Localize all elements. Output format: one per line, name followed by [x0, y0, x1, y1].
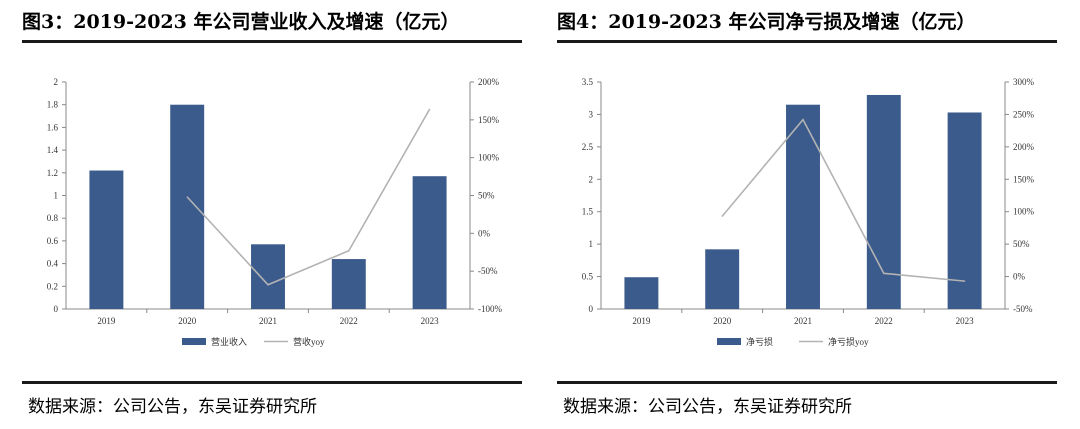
x-tick-label: 2023	[421, 316, 440, 326]
right-tick-label: 200%	[1013, 142, 1035, 152]
chart-panel-net-loss: 图4：2019-2023 年公司净亏损及增速（亿元） 0 0.5 1 1.5 2 2.5 3…	[557, 0, 1077, 429]
right-tick-label: 300%	[1013, 77, 1035, 87]
bar	[947, 112, 982, 310]
legend-bar-swatch	[182, 338, 206, 345]
figure-title: 图4：2019-2023 年公司净亏损及增速（亿元）	[557, 11, 976, 33]
right-tick-label: 0%	[478, 228, 491, 238]
right-tick-label: 50%	[1013, 239, 1030, 249]
x-tick-label: 2020	[178, 316, 197, 326]
title-rule	[557, 40, 1057, 43]
yoy-point	[721, 215, 723, 217]
left-tick-label: 1.8	[47, 100, 59, 110]
left-tick-label: 0.8	[47, 213, 59, 223]
bar	[89, 170, 124, 309]
yoy-point	[883, 272, 885, 274]
yoy-point	[964, 280, 966, 282]
bar	[786, 104, 820, 309]
yoy-point	[429, 108, 431, 110]
right-tick-label: -100%	[478, 304, 502, 314]
x-tick-label: 2019	[632, 316, 651, 326]
left-tick-label: 0.2	[47, 281, 58, 291]
right-tick-label: 150%	[478, 115, 500, 125]
x-tick-label: 2022	[340, 316, 358, 326]
left-tick-label: 0.4	[47, 259, 59, 269]
x-tick-label: 2023	[956, 316, 975, 326]
bar	[866, 94, 901, 309]
legend-bar-swatch	[717, 338, 741, 345]
legend-line-label: 净亏损yoy	[828, 336, 869, 347]
left-tick-label: 0.6	[47, 236, 59, 246]
left-tick-label: 1.4	[47, 145, 59, 155]
left-tick-label: 1	[54, 191, 59, 201]
right-tick-label: -50%	[478, 266, 498, 276]
title-rule	[22, 40, 522, 43]
left-tick-label: 1.2	[47, 168, 58, 178]
left-tick-label: 1.5	[582, 207, 594, 217]
figure-title: 图3：2019-2023 年公司营业收入及增速（亿元）	[22, 11, 460, 33]
bar	[170, 104, 205, 309]
yoy-point	[802, 119, 804, 121]
source-note: 数据来源：公司公告，东吴证券研究所	[563, 397, 852, 417]
left-tick-label: 3.5	[582, 77, 594, 87]
right-tick-label: 100%	[1013, 207, 1035, 217]
right-tick-label: 50%	[478, 191, 495, 201]
right-tick-label: -50%	[1013, 304, 1033, 314]
bar	[412, 176, 447, 309]
bar	[624, 277, 659, 309]
legend-line-label: 营收yoy	[293, 336, 325, 347]
yoy-line	[721, 118, 965, 282]
right-tick-label: 0%	[1013, 272, 1026, 282]
right-tick-label: 250%	[1013, 109, 1035, 119]
left-tick-label: 0	[54, 304, 59, 314]
legend-bar-label: 净亏损	[746, 336, 773, 347]
left-tick-label: 0.5	[582, 272, 594, 282]
net-loss-chart: 0 0.5 1 1.5 2 2.5 3 3.5 -50% 0% 50% 100% 150% 200% 250…	[582, 77, 1035, 347]
source-rule	[557, 381, 1057, 384]
right-tick-label: 200%	[478, 77, 500, 87]
x-tick-label: 2022	[875, 316, 893, 326]
source-rule	[22, 381, 522, 384]
legend-bar-label: 营业收入	[211, 336, 247, 347]
left-tick-label: 1.6	[47, 122, 59, 132]
bar	[705, 249, 740, 309]
x-tick-label: 2021	[259, 316, 277, 326]
bar	[251, 244, 285, 309]
x-tick-label: 2021	[794, 316, 812, 326]
x-tick-label: 2019	[97, 316, 116, 326]
x-tick-label: 2020	[713, 316, 732, 326]
right-tick-label: 150%	[1013, 174, 1035, 184]
yoy-point	[267, 284, 269, 286]
left-tick-label: 1	[589, 239, 594, 249]
left-tick-label: 0	[589, 304, 594, 314]
left-tick-label: 2.5	[582, 142, 594, 152]
bar	[331, 259, 366, 309]
revenue-chart: 0 0.2 0.4 0.6 0.8 1 1.2 1.4 1.6 1.8 2 -100% -50% 0% 50…	[47, 77, 503, 347]
chart-panel-revenue: 图3：2019-2023 年公司营业收入及增速（亿元） 0 0.2 0.4 0.6 0.…	[22, 0, 542, 429]
yoy-point	[186, 196, 188, 198]
source-note: 数据来源：公司公告，东吴证券研究所	[28, 397, 317, 417]
left-tick-label: 2	[54, 77, 59, 87]
yoy-line	[186, 108, 431, 286]
left-tick-label: 2	[589, 174, 594, 184]
right-tick-label: 100%	[478, 153, 500, 163]
left-tick-label: 3	[589, 109, 594, 119]
yoy-point	[348, 250, 350, 252]
